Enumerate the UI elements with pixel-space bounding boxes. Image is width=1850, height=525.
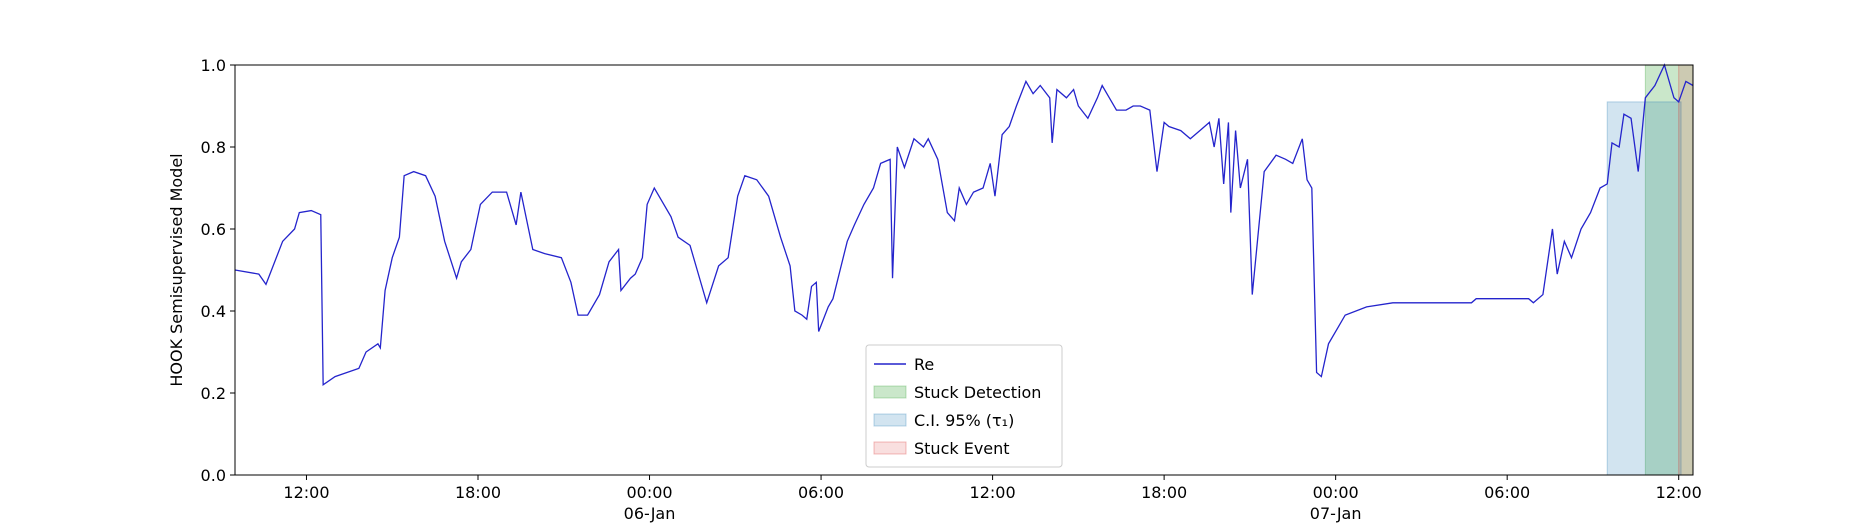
y-tick-label: 0.8 <box>201 138 226 157</box>
legend-box <box>865 344 1063 468</box>
legend-label: Re <box>914 355 934 374</box>
x-tick-label: 06:00 <box>798 483 844 502</box>
x-tick-label: 18:00 <box>455 483 501 502</box>
y-tick-label: 0.2 <box>201 384 226 403</box>
data-line <box>234 63 1694 387</box>
x-tick-label: 12:00 <box>970 483 1016 502</box>
y-tick-label: 1.0 <box>201 56 226 75</box>
legend-swatch <box>873 441 907 455</box>
y-tick-label: 0.6 <box>201 220 226 239</box>
legend-label: Stuck Detection <box>914 383 1041 402</box>
span <box>1606 101 1682 476</box>
x-tick-label: 18:00 <box>1141 483 1187 502</box>
y-axis-label: HOOK Semisupervised Model <box>167 153 186 386</box>
x-tick-label: 12:00 <box>1656 483 1702 502</box>
span <box>1644 64 1694 476</box>
legend-label: Stuck Event <box>914 439 1010 458</box>
y-tick-label: 0.4 <box>201 302 226 321</box>
legend-label: C.I. 95% (τ₁) <box>914 411 1014 430</box>
legend-swatch <box>873 385 907 399</box>
y-tick-label: 0.0 <box>201 466 226 485</box>
x-tick-label: 12:00 <box>283 483 329 502</box>
x-tick-label: 06:00 <box>1484 483 1530 502</box>
plot-frame <box>234 64 1694 476</box>
span <box>1678 64 1694 476</box>
legend-swatch <box>873 413 907 427</box>
x-tick-label: 00:00 07-Jan <box>1310 483 1362 523</box>
